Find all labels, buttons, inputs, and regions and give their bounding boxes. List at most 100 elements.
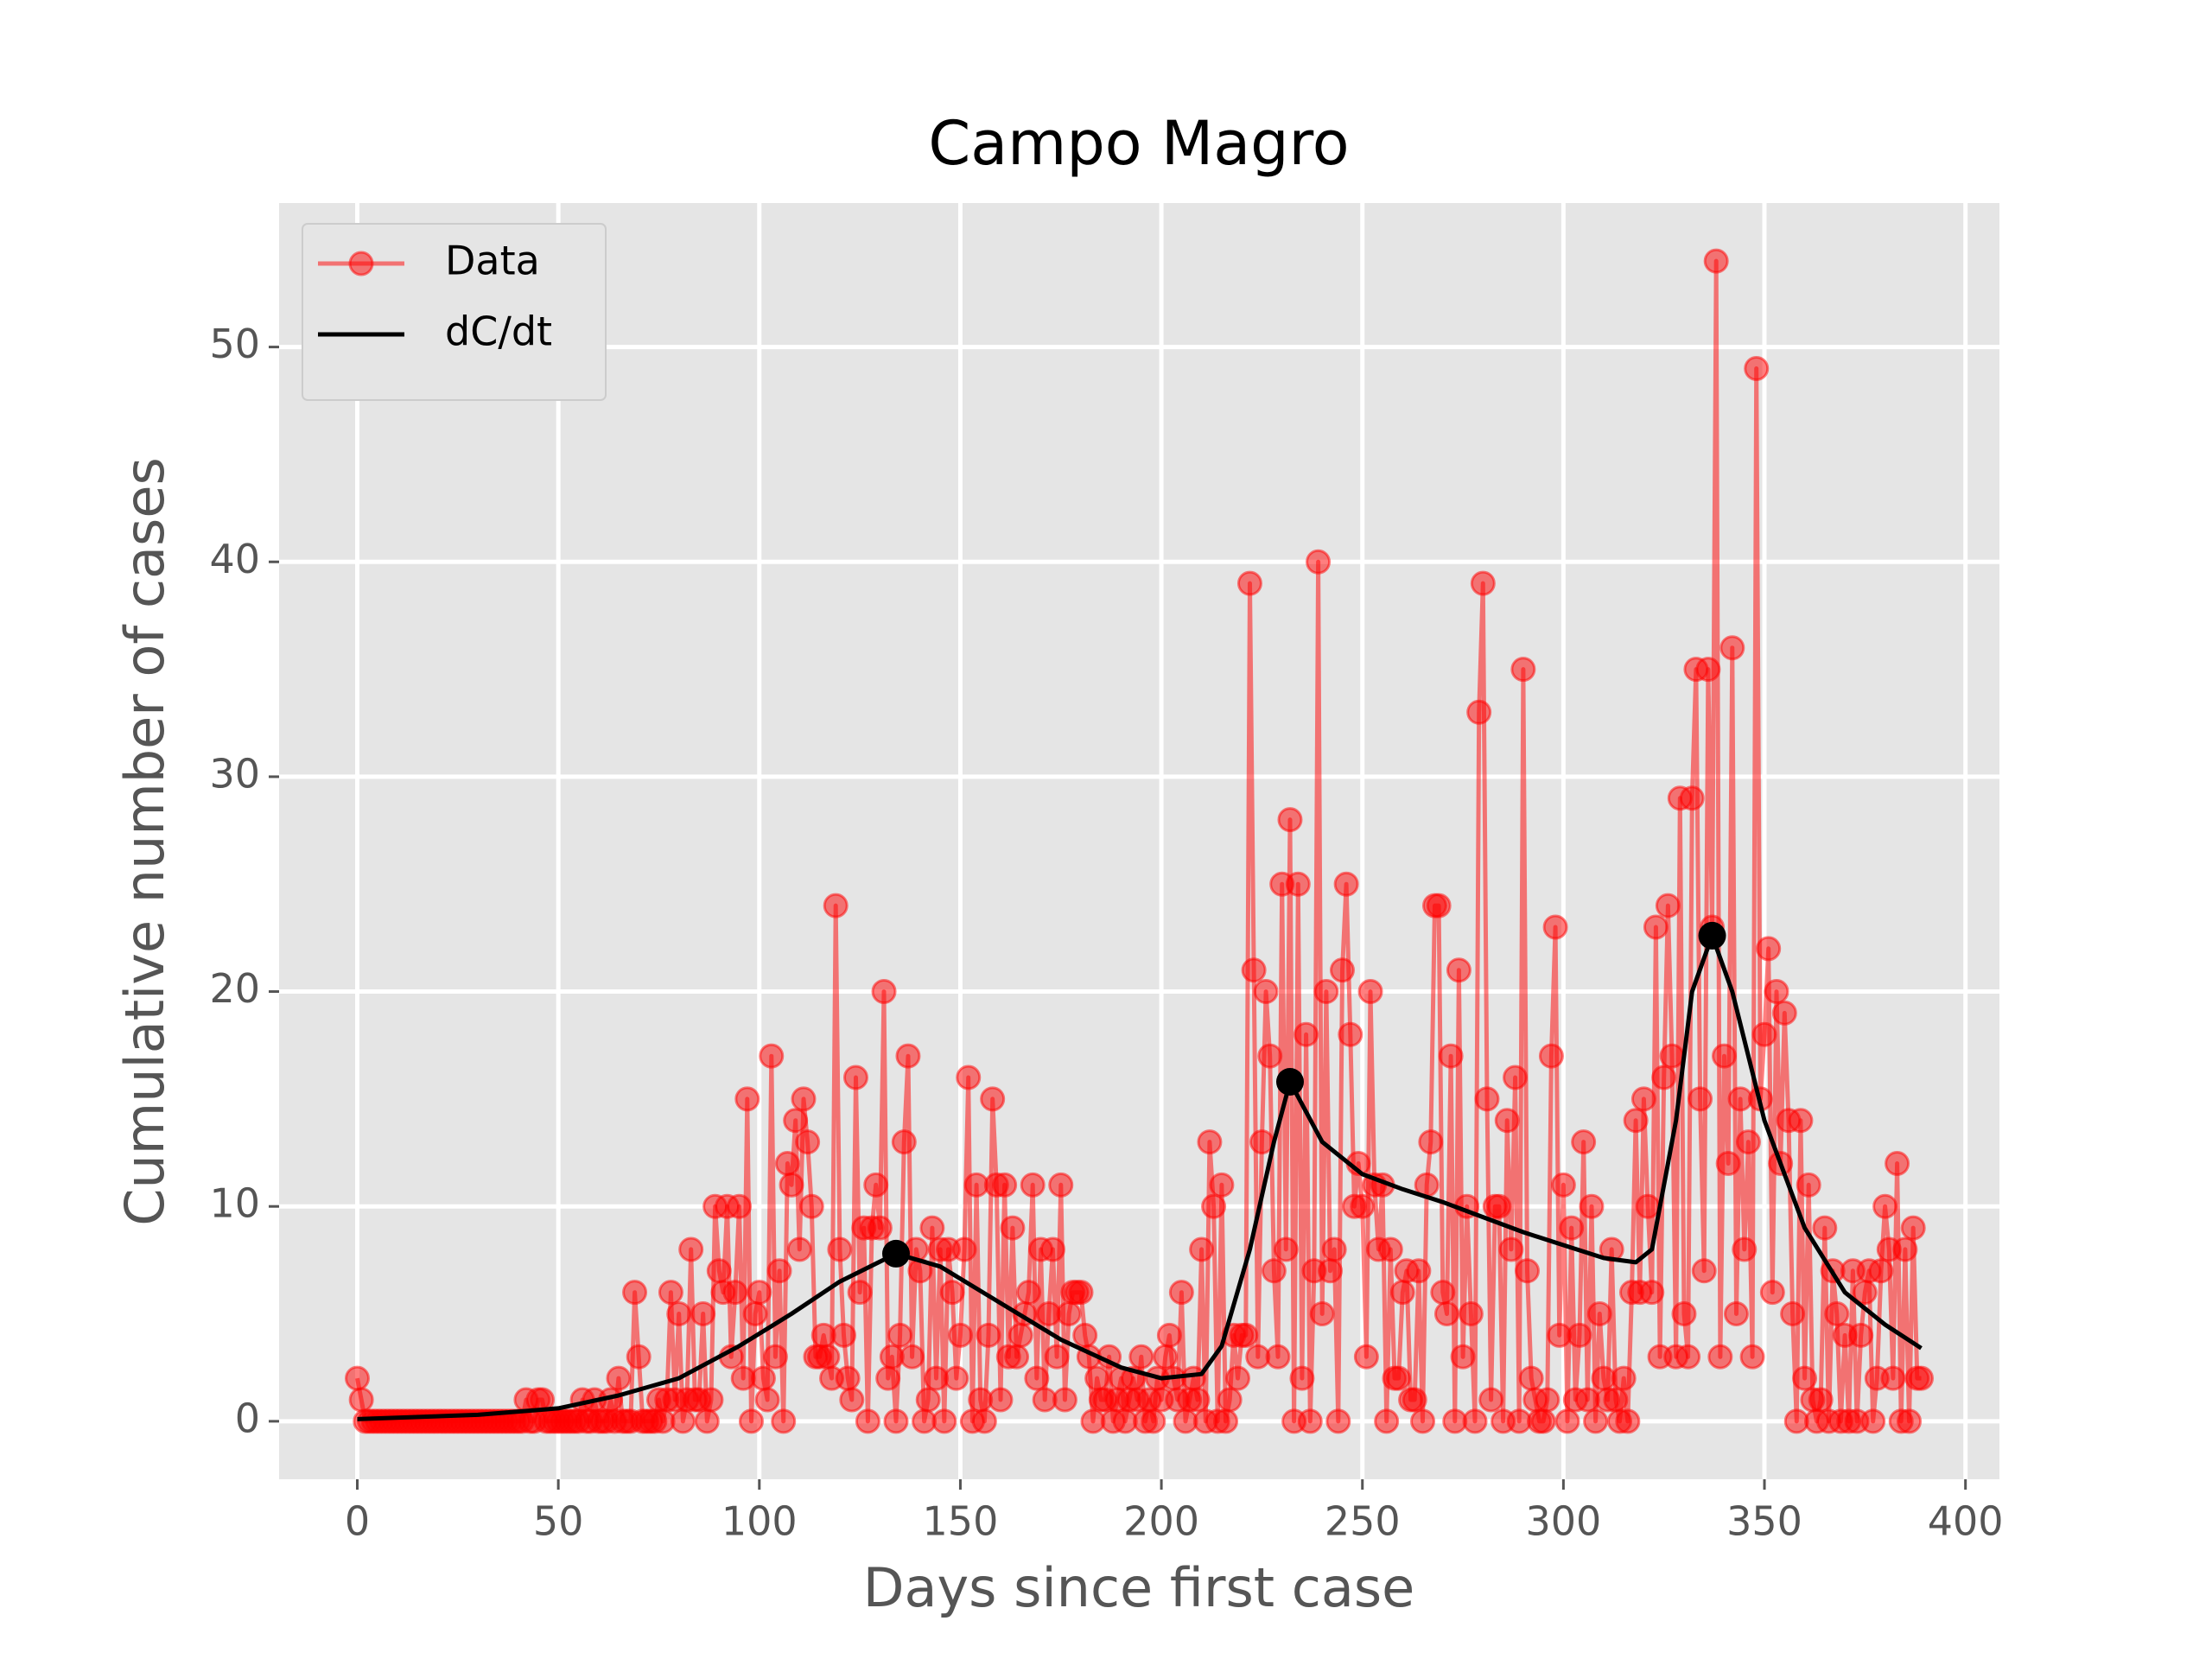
data-point: [1771, 1000, 1797, 1026]
data-point: [1024, 1365, 1050, 1391]
legend-label: Data: [445, 238, 540, 284]
data-point: [1209, 1172, 1235, 1198]
data-point: [783, 1108, 809, 1134]
data-point: [1353, 1344, 1379, 1370]
data-point: [1655, 893, 1681, 918]
data-point: [1201, 1193, 1227, 1219]
data-point: [831, 1322, 857, 1348]
data-point: [1872, 1193, 1898, 1219]
data-point: [1357, 979, 1383, 1005]
data-point: [694, 1408, 720, 1434]
data-point: [1350, 1193, 1376, 1219]
data-point: [939, 1280, 965, 1306]
data-point: [1338, 1021, 1363, 1047]
data-point: [867, 1215, 893, 1241]
data-point: [1897, 1408, 1923, 1434]
data-point: [1297, 1408, 1323, 1434]
data-point: [1430, 1280, 1456, 1306]
data-point: [1739, 1344, 1765, 1370]
data-point: [1615, 1408, 1641, 1434]
data-point: [345, 1365, 370, 1391]
data-point: [1180, 1365, 1206, 1391]
data-point: [1744, 355, 1770, 381]
data-point: [742, 1301, 768, 1327]
data-point: [1007, 1322, 1033, 1348]
data-point: [951, 1236, 977, 1262]
data-point: [1735, 1129, 1761, 1155]
data-point: [1486, 1193, 1512, 1219]
peak-point: [881, 1239, 910, 1268]
y-tick-label: 40: [209, 536, 260, 582]
x-tick-label: 400: [1928, 1498, 2004, 1545]
data-point: [1233, 1322, 1259, 1348]
data-point: [1048, 1172, 1074, 1198]
data-point: [1294, 1021, 1319, 1047]
data-point: [1052, 1387, 1077, 1413]
data-point: [835, 1365, 861, 1391]
data-point: [1039, 1236, 1065, 1262]
x-tick-label: 250: [1325, 1498, 1401, 1545]
data-point: [823, 893, 849, 918]
data-point: [1503, 1065, 1529, 1090]
data-point: [1458, 1301, 1484, 1327]
data-point: [1446, 957, 1471, 983]
data-point: [944, 1365, 969, 1391]
data-point: [750, 1365, 776, 1391]
data-point: [1868, 1258, 1894, 1284]
data-point: [1406, 1258, 1432, 1284]
y-axis-label: Cumulative number of cases: [113, 457, 176, 1226]
legend-label: dC/dt: [445, 308, 552, 355]
data-point: [1688, 1086, 1713, 1112]
y-tick-label: 30: [209, 750, 260, 797]
data-point: [1466, 699, 1492, 725]
x-tick-label: 300: [1525, 1498, 1601, 1545]
legend-marker: [348, 251, 374, 276]
data-point: [915, 1387, 941, 1413]
data-point: [1410, 1408, 1436, 1434]
data-point: [1185, 1387, 1211, 1413]
data-point: [842, 1065, 868, 1090]
data-point: [1751, 1021, 1777, 1047]
data-point: [1675, 1344, 1701, 1370]
data-point: [1056, 1301, 1082, 1327]
data-point: [1848, 1322, 1874, 1348]
data-point: [1643, 914, 1669, 940]
data-point: [1213, 1408, 1239, 1434]
data-point: [747, 1280, 772, 1306]
data-point: [1389, 1280, 1415, 1306]
data-point: [1257, 1043, 1283, 1069]
data-point: [1515, 1258, 1541, 1284]
data-point: [1189, 1236, 1215, 1262]
data-point: [1141, 1408, 1166, 1434]
legend-box: [302, 223, 607, 401]
data-point: [1812, 1215, 1838, 1241]
data-point: [738, 1408, 764, 1434]
data-point: [887, 1322, 913, 1348]
data-point: [1438, 1043, 1464, 1069]
data-point: [1892, 1236, 1918, 1262]
data-point: [727, 1193, 753, 1219]
data-point: [956, 1065, 982, 1090]
data-point: [1639, 1280, 1665, 1306]
data-point: [827, 1236, 853, 1262]
data-point: [678, 1236, 704, 1262]
data-point: [1265, 1344, 1291, 1370]
data-point: [670, 1408, 696, 1434]
data-point: [1518, 1365, 1544, 1391]
data-point: [1333, 871, 1359, 897]
data-point: [1318, 1258, 1344, 1284]
data-point: [1474, 1086, 1500, 1112]
data-point: [1128, 1344, 1154, 1370]
data-point: [1630, 1086, 1656, 1112]
data-point: [1450, 1344, 1476, 1370]
data-point: [1659, 1043, 1685, 1069]
data-point: [1072, 1322, 1098, 1348]
data-point: [698, 1387, 724, 1413]
data-point: [1510, 657, 1536, 683]
data-point: [1377, 1236, 1403, 1262]
data-point: [1550, 1172, 1576, 1198]
y-tick-label: 10: [209, 1180, 260, 1227]
data-point: [1651, 1065, 1677, 1090]
data-point: [1261, 1258, 1287, 1284]
data-point: [1249, 1129, 1274, 1155]
